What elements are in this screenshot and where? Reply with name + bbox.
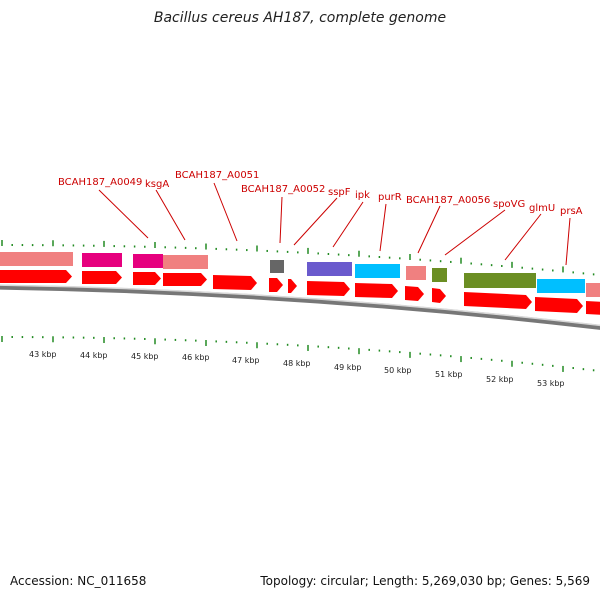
genome-backbone bbox=[0, 284, 600, 330]
cds-arrow bbox=[269, 278, 283, 292]
kbp-label: 53 kbp bbox=[537, 379, 565, 388]
kbp-label: 49 kbp bbox=[334, 363, 362, 372]
gene-label-BCAH187_A0051: BCAH187_A0051 bbox=[175, 170, 259, 181]
gene-label-sspF: sspF bbox=[328, 187, 351, 198]
kbp-label: 45 kbp bbox=[131, 352, 159, 361]
upper-tick-ruler bbox=[1, 240, 595, 276]
feature-block-cyan bbox=[355, 264, 400, 278]
cds-arrow bbox=[133, 272, 161, 285]
feature-block-pink bbox=[163, 255, 208, 269]
cds-arrow bbox=[213, 275, 257, 290]
cds-arrow bbox=[0, 270, 72, 283]
gene-label-prsA: prsA bbox=[560, 206, 583, 217]
cds-arrow bbox=[82, 271, 122, 284]
gene-label-ipk: ipk bbox=[355, 190, 370, 201]
genome-stats-text: Topology: circular; Length: 5,269,030 bp… bbox=[260, 574, 590, 588]
feature-block-gray bbox=[270, 260, 284, 273]
feature-block-magenta bbox=[82, 253, 122, 267]
gene-label-BCAH187_A0052: BCAH187_A0052 bbox=[241, 184, 325, 195]
cds-arrow bbox=[464, 292, 532, 309]
accession-text: Accession: NC_011658 bbox=[10, 574, 147, 588]
cds-arrow bbox=[163, 273, 207, 286]
feature-track-upper bbox=[0, 252, 600, 297]
lower-tick-ruler bbox=[1, 336, 595, 372]
feature-block-magenta bbox=[133, 254, 163, 268]
feature-block-pink bbox=[586, 283, 600, 297]
kbp-label: 50 kbp bbox=[384, 366, 412, 375]
cds-arrow bbox=[586, 301, 600, 315]
cds-arrow bbox=[535, 297, 583, 313]
feature-block-olive bbox=[432, 268, 447, 282]
kbp-label: 43 kbp bbox=[29, 350, 57, 359]
feature-block-purple bbox=[307, 262, 352, 276]
cds-arrow bbox=[288, 279, 297, 293]
genome-backbone-highlight bbox=[0, 284, 600, 327]
gene-label-glmU: glmU bbox=[529, 203, 555, 214]
gene-label-purR: purR bbox=[378, 192, 402, 203]
feature-block-pink bbox=[406, 266, 426, 280]
gene-label-BCAH187_A0049: BCAH187_A0049 bbox=[58, 177, 142, 188]
cds-arrow bbox=[432, 288, 446, 303]
kbp-label: 46 kbp bbox=[182, 353, 210, 362]
kbp-label: 47 kbp bbox=[232, 356, 260, 365]
gene-label-spoVG: spoVG bbox=[493, 199, 525, 210]
gene-leader-lines bbox=[98, 182, 571, 266]
kbp-label: 44 kbp bbox=[80, 351, 108, 360]
kbp-label: 48 kbp bbox=[283, 359, 311, 368]
map-title: Bacillus cereus AH187, complete genome bbox=[153, 10, 447, 26]
cds-arrow bbox=[405, 286, 424, 301]
cds-arrow bbox=[307, 281, 350, 296]
cds-arrow bbox=[355, 283, 398, 298]
cds-track bbox=[0, 270, 600, 315]
feature-block-pink bbox=[0, 252, 73, 266]
kbp-label: 51 kbp bbox=[435, 370, 463, 379]
kbp-label: 52 kbp bbox=[486, 375, 514, 384]
gene-label-ksgA: ksgA bbox=[145, 179, 169, 190]
gene-label-BCAH187_A0056: BCAH187_A0056 bbox=[406, 195, 490, 206]
feature-block-olive bbox=[464, 273, 536, 288]
feature-block-cyan bbox=[537, 279, 585, 293]
